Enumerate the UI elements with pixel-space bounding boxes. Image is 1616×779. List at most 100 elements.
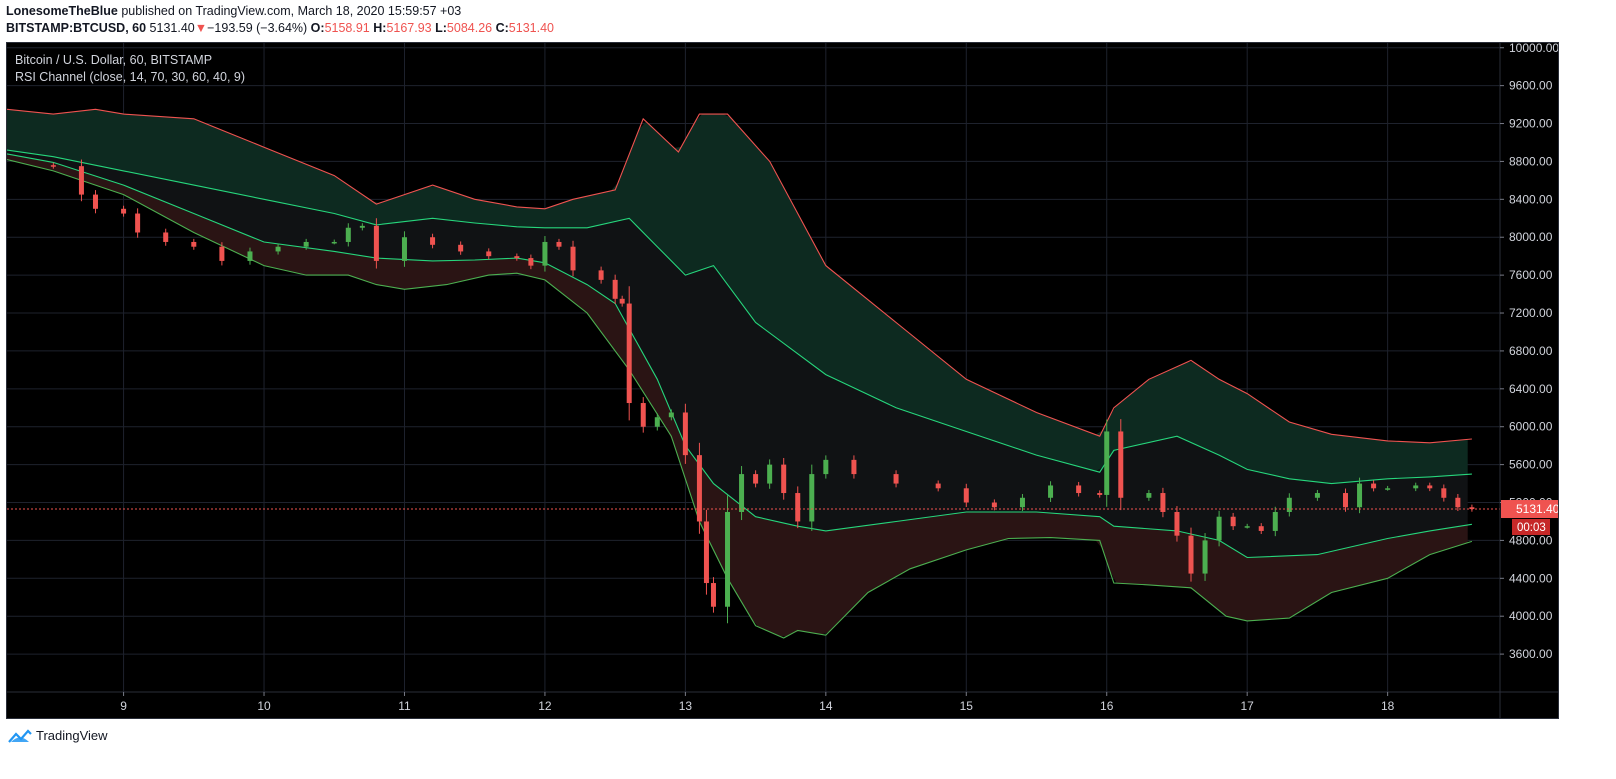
candle-body bbox=[696, 455, 702, 522]
candle-body bbox=[1343, 493, 1349, 508]
candle-body bbox=[1427, 485, 1433, 489]
candle-body bbox=[275, 246, 281, 252]
candle-body bbox=[1230, 516, 1236, 527]
price-tick-label: 6000.00 bbox=[1509, 420, 1553, 434]
high-value: 5167.93 bbox=[386, 21, 432, 35]
candle-body bbox=[1272, 511, 1278, 531]
price-tick-label: 3600.00 bbox=[1509, 647, 1553, 661]
candle-body bbox=[1160, 493, 1166, 512]
publication-header: LonesomeTheBlue published on TradingView… bbox=[6, 4, 554, 35]
price-tick-label: 7600.00 bbox=[1509, 268, 1553, 282]
candle-body bbox=[1097, 493, 1103, 495]
candle-body bbox=[359, 225, 365, 228]
candle-body bbox=[570, 246, 576, 271]
candle-body bbox=[809, 474, 815, 522]
open-value: 5158.91 bbox=[324, 21, 370, 35]
candle-body bbox=[1413, 485, 1419, 489]
candle-body bbox=[619, 298, 625, 304]
chart-legend: Bitcoin / U.S. Dollar, 60, BITSTAMP RSI … bbox=[15, 52, 245, 86]
published-info: published on TradingView.com, March 18, … bbox=[121, 4, 462, 18]
candle-body bbox=[135, 213, 141, 233]
low-value: 5084.26 bbox=[446, 21, 493, 35]
price-tag-background bbox=[1501, 500, 1558, 519]
price-tick-label: 5600.00 bbox=[1509, 458, 1553, 472]
rsi-lower-line bbox=[7, 158, 1473, 639]
candle-body bbox=[753, 474, 759, 484]
candle-body bbox=[703, 521, 709, 584]
candle-body bbox=[963, 488, 969, 503]
candle-body bbox=[682, 412, 688, 456]
symbol-label: BITSTAMP:BTCUSD, 60 bbox=[6, 21, 147, 35]
candle-body bbox=[781, 464, 787, 494]
candle-body bbox=[303, 241, 309, 247]
price-tick-label: 9200.00 bbox=[1509, 117, 1553, 131]
candle-body bbox=[1258, 526, 1264, 531]
price-tick-label: 10000.00 bbox=[1509, 43, 1559, 55]
upper-band-fill bbox=[7, 109, 1468, 484]
candle-body bbox=[514, 256, 520, 259]
countdown-background bbox=[1512, 519, 1550, 536]
rsi-upper-line bbox=[7, 108, 1472, 444]
price-tick-label: 4800.00 bbox=[1509, 533, 1553, 547]
footer-brand-label: TradingView bbox=[36, 728, 108, 743]
candle-body bbox=[430, 237, 436, 245]
price-chart[interactable]: 3600.004000.004400.004800.005200.005600.… bbox=[7, 43, 1559, 719]
candle-body bbox=[1357, 483, 1363, 508]
candle-body bbox=[1385, 488, 1391, 490]
legend-indicator[interactable]: RSI Channel (close, 14, 70, 30, 60, 40, … bbox=[15, 70, 245, 84]
price-tick-label: 9600.00 bbox=[1509, 79, 1553, 93]
candle-body bbox=[710, 583, 716, 607]
price-tick-label: 6800.00 bbox=[1509, 344, 1553, 358]
open-label: O: bbox=[310, 21, 325, 35]
time-tick-label: 14 bbox=[819, 699, 833, 713]
close-label: C: bbox=[495, 21, 509, 35]
candle-body bbox=[1244, 526, 1250, 528]
candle-body bbox=[1216, 516, 1222, 541]
lower-band-fill bbox=[7, 153, 1468, 637]
candle-body bbox=[626, 303, 632, 404]
candle-body bbox=[739, 474, 745, 512]
time-tick-label: 9 bbox=[120, 699, 127, 713]
candle-body bbox=[373, 225, 379, 261]
price-tick-label: 8800.00 bbox=[1509, 154, 1553, 168]
footer-brand[interactable]: TradingView bbox=[8, 728, 108, 743]
author-name[interactable]: LonesomeTheBlue bbox=[6, 4, 118, 18]
price-tick-label: 7200.00 bbox=[1509, 306, 1553, 320]
price-tick-label: 8400.00 bbox=[1509, 192, 1553, 206]
candle-body bbox=[121, 208, 127, 214]
candle-body bbox=[247, 251, 253, 261]
legend-title: Bitcoin / U.S. Dollar, 60, BITSTAMP bbox=[15, 53, 213, 67]
middle-band-fill bbox=[7, 150, 1468, 558]
candle-body bbox=[331, 241, 337, 244]
candle-body bbox=[893, 474, 899, 484]
low-label: L: bbox=[435, 21, 447, 35]
candle-body bbox=[458, 244, 464, 252]
time-tick-label: 16 bbox=[1100, 699, 1114, 713]
candle-body bbox=[542, 241, 548, 266]
candle-body bbox=[528, 258, 534, 266]
price-tick-label: 4400.00 bbox=[1509, 571, 1553, 585]
candle-body bbox=[1286, 497, 1292, 512]
candle-body bbox=[935, 483, 941, 489]
close-value: 5131.40 bbox=[508, 21, 554, 35]
candle-body bbox=[556, 241, 562, 247]
time-tick-label: 10 bbox=[257, 699, 271, 713]
candle-body bbox=[1104, 431, 1110, 495]
candle-body bbox=[991, 502, 997, 508]
time-tick-label: 18 bbox=[1381, 699, 1395, 713]
time-tick-label: 17 bbox=[1241, 699, 1255, 713]
price-tick-label: 4000.00 bbox=[1509, 609, 1553, 623]
candle-body bbox=[1441, 488, 1447, 498]
price-tick-label: 8000.00 bbox=[1509, 230, 1553, 244]
time-tick-label: 13 bbox=[679, 699, 693, 713]
time-tick-label: 12 bbox=[538, 699, 552, 713]
price-tag-label: 5131.40 bbox=[1516, 502, 1559, 516]
chart-frame[interactable]: 3600.004000.004400.004800.005200.005600.… bbox=[6, 42, 1559, 719]
high-label: H: bbox=[373, 21, 387, 35]
time-tick-label: 15 bbox=[960, 699, 974, 713]
candle-body bbox=[92, 194, 98, 209]
candle-body bbox=[795, 493, 801, 522]
candle-body bbox=[345, 227, 351, 242]
candle-body bbox=[1118, 431, 1124, 498]
candle-body bbox=[1371, 483, 1377, 489]
